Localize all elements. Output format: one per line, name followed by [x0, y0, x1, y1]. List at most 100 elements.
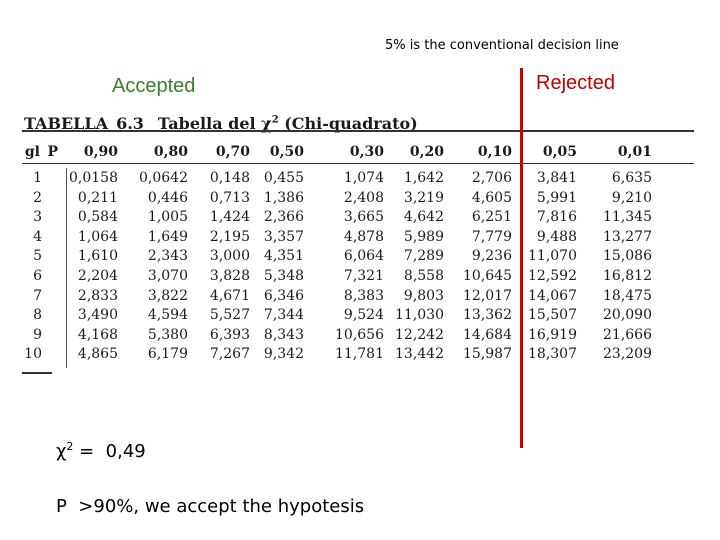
table-title-exponent: 2: [271, 114, 279, 126]
table-cell: 3,070: [147, 268, 188, 284]
table-cell: 23,209: [603, 346, 652, 363]
table-cell: 9,524: [343, 307, 384, 324]
chi-square-result: χ2 = 0,49: [56, 440, 146, 462]
table-cell: 9,210: [611, 189, 652, 206]
table-cell: 8,383: [343, 287, 384, 304]
p-value-header: 0,01: [617, 144, 652, 160]
table-cell: 13,277: [603, 228, 652, 245]
table-cell: 2,204: [77, 268, 118, 284]
table-cell: 4,351: [263, 248, 304, 265]
table-cell: 1,074: [343, 170, 384, 186]
table-cell: 1,064: [77, 228, 118, 245]
gl-column-separator: [66, 168, 67, 368]
table-cell: 4,605: [471, 189, 512, 206]
table-cell: 18,307: [528, 346, 577, 363]
table-cell: 9,236: [471, 248, 512, 265]
table-cell: 2,706: [471, 170, 512, 186]
rejected-label: Rejected: [536, 72, 615, 94]
p-value-header: 0,90: [83, 144, 118, 160]
table-cell: 7,289: [403, 248, 444, 265]
table-cell: 4,642: [403, 209, 444, 226]
table-cell: 6,251: [471, 209, 512, 226]
table-cell: 5,348: [263, 268, 304, 284]
p-value-header: 0,20: [409, 144, 444, 160]
table-cell: 0,446: [147, 189, 188, 206]
table-cell: 1,424: [209, 209, 250, 226]
chi-value: = 0,49: [73, 441, 146, 462]
table-cell: 3,219: [403, 189, 444, 206]
gl-cell: 6: [33, 268, 42, 284]
p-value-header: 0,50: [269, 144, 304, 160]
table-cell: 7,321: [343, 268, 384, 284]
p-value-header: 0,30: [349, 144, 384, 160]
table-cell: 15,086: [603, 248, 652, 265]
gl-cell: 10: [24, 346, 42, 363]
p-value-header: 0,05: [542, 144, 577, 160]
p-value-header: 0,80: [153, 144, 188, 160]
table-cell: 12,017: [463, 287, 512, 304]
table-cell: 14,684: [463, 326, 512, 343]
table-cell: 6,064: [343, 248, 384, 265]
decision-line: [520, 68, 523, 448]
table-cell: 11,030: [395, 307, 444, 324]
table-cell: 9,342: [263, 346, 304, 363]
table-bottom-rule: [22, 372, 52, 374]
gl-cell: 9: [33, 326, 42, 343]
table-cell: 6,393: [209, 326, 250, 343]
table-title-paren: (Chi-quadrato): [284, 114, 418, 133]
table-cell: 21,666: [603, 326, 652, 343]
table-cell: 0,211: [77, 189, 118, 206]
table-top-rule: [22, 130, 694, 132]
table-cell: 2,366: [263, 209, 304, 226]
table-cell: 9,488: [536, 228, 577, 245]
table-cell: 5,989: [403, 228, 444, 245]
table-header-rule: [22, 163, 694, 164]
table-cell: 4,671: [209, 287, 250, 304]
table-cell: 3,828: [209, 268, 250, 284]
table-cell: 14,067: [528, 287, 577, 304]
p-value-header: 0,70: [215, 144, 250, 160]
table-cell: 4,878: [343, 228, 384, 245]
table-cell: 20,090: [603, 307, 652, 324]
table-cell: 2,408: [343, 189, 384, 206]
accepted-label: Accepted: [112, 75, 196, 97]
table-cell: 1,642: [403, 170, 444, 186]
table-cell: 11,781: [335, 346, 384, 363]
table-cell: 1,610: [77, 248, 118, 265]
table-title-name: Tabella del: [157, 114, 256, 133]
table-cell: 0,455: [263, 170, 304, 186]
table-cell: 16,812: [603, 268, 652, 284]
table-cell: 0,148: [209, 170, 250, 186]
gl-cell: 5: [33, 248, 42, 265]
table-cell: 12,592: [528, 268, 577, 284]
gl-cell: 1: [33, 170, 42, 186]
p-value-header: 0,10: [477, 144, 512, 160]
table-cell: 12,242: [395, 326, 444, 343]
table-cell: 7,344: [263, 307, 304, 324]
table-cell: 0,0642: [139, 170, 188, 186]
table-cell: 5,380: [147, 326, 188, 343]
chi-square-table: TABELLA 6.3 Tabella del χ2 (Chi-quadrato) …: [22, 106, 694, 386]
table-cell: 13,442: [395, 346, 444, 363]
table-cell: 4,594: [147, 307, 188, 324]
table-cell: 2,195: [209, 228, 250, 245]
table-cell: 4,865: [77, 346, 118, 363]
table-cell: 7,267: [209, 346, 250, 363]
table-cell: 15,987: [463, 346, 512, 363]
gl-cell: 4: [33, 228, 42, 245]
table-cell: 9,803: [403, 287, 444, 304]
table-cell: 1,386: [263, 189, 304, 206]
table-title-number: 6.3: [116, 114, 144, 133]
gl-cell: 7: [33, 287, 42, 304]
chi-exponent: 2: [66, 440, 74, 453]
gl-header: gl: [24, 144, 40, 160]
table-cell: 3,357: [263, 228, 304, 245]
table-cell: 11,345: [603, 209, 652, 226]
table-title-symbol: χ: [261, 114, 272, 133]
gl-cell: 2: [33, 189, 42, 206]
table-cell: 6,346: [263, 287, 304, 304]
table-cell: 10,645: [463, 268, 512, 284]
table-cell: 16,919: [528, 326, 577, 343]
gl-cell: 3: [33, 209, 42, 226]
conclusion-text: P >90%, we accept the hypotesis: [56, 496, 365, 517]
